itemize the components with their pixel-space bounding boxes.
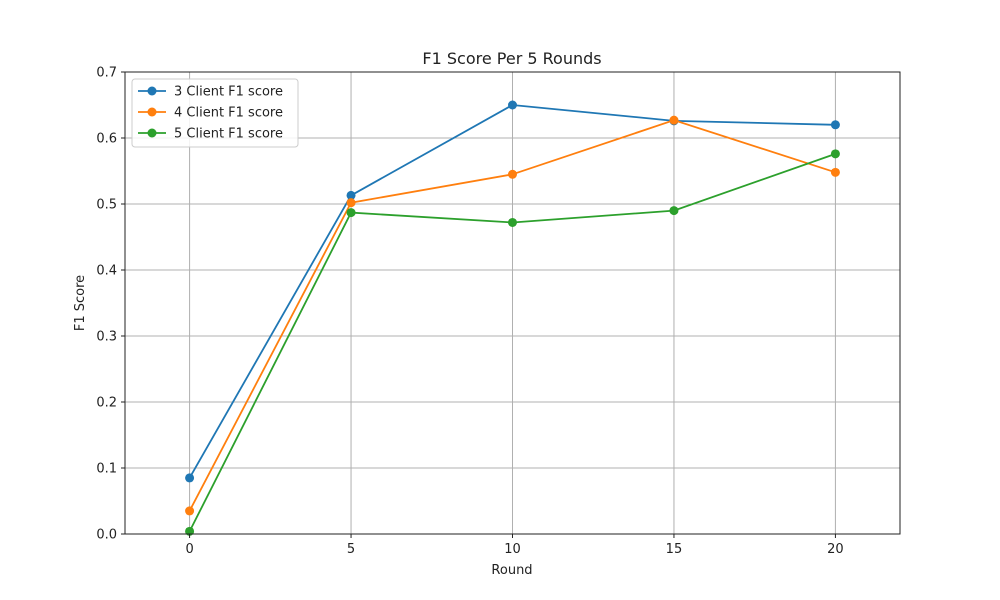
legend-item: 4 Client F1 score <box>138 106 283 121</box>
y-axis-title: F1 Score <box>73 275 88 331</box>
legend-swatch-marker <box>147 107 157 117</box>
series-2 <box>185 115 840 516</box>
data-point <box>346 190 356 200</box>
x-axis-title: Round <box>491 563 532 578</box>
x-tick-label: 0 <box>185 542 193 557</box>
legend-label: 3 Client F1 score <box>174 85 283 100</box>
x-tick-label: 15 <box>666 542 683 557</box>
y-tick-label: 0.1 <box>96 462 117 477</box>
data-point <box>830 120 840 130</box>
data-point <box>830 149 840 159</box>
data-point <box>185 473 195 483</box>
x-tick-label: 10 <box>504 542 521 557</box>
legend-swatch-marker <box>147 86 157 96</box>
y-tick-label: 0.6 <box>96 132 117 147</box>
legend-box <box>131 78 299 148</box>
legend-swatch-marker <box>147 128 157 138</box>
series-3 <box>185 149 840 536</box>
legend-item: 3 Client F1 score <box>138 85 283 100</box>
data-point <box>669 115 679 125</box>
data-point <box>669 206 679 216</box>
y-tick-label: 0.7 <box>96 66 117 81</box>
data-point <box>508 217 517 227</box>
y-tick-label: 0.0 <box>96 528 117 543</box>
data-point <box>508 100 517 110</box>
data-point <box>830 167 840 177</box>
legend-item: 5 Client F1 score <box>138 127 283 142</box>
y-tick-label: 0.3 <box>96 330 117 345</box>
legend-label: 5 Client F1 score <box>174 127 283 142</box>
data-point <box>508 169 517 179</box>
chart-title: F1 Score Per 5 Rounds <box>422 49 601 68</box>
data-point <box>185 506 195 516</box>
y-tick-label: 0.2 <box>96 396 117 411</box>
data-point <box>346 208 356 218</box>
axis-ticks: 0 5 10 15 20 0.0 0.1 0.2 0.3 0.4 0.5 0.6 0.7 <box>96 66 843 558</box>
legend-label: 4 Client F1 score <box>174 106 283 121</box>
x-tick-label: 20 <box>827 542 844 557</box>
y-tick-label: 0.5 <box>96 198 117 213</box>
x-tick-label: 5 <box>347 542 355 557</box>
y-tick-label: 0.4 <box>96 264 117 279</box>
data-point <box>346 198 356 208</box>
legend: 3 Client F1 score 4 Client F1 score 5 Clie… <box>131 78 299 148</box>
series-layer <box>185 100 840 536</box>
